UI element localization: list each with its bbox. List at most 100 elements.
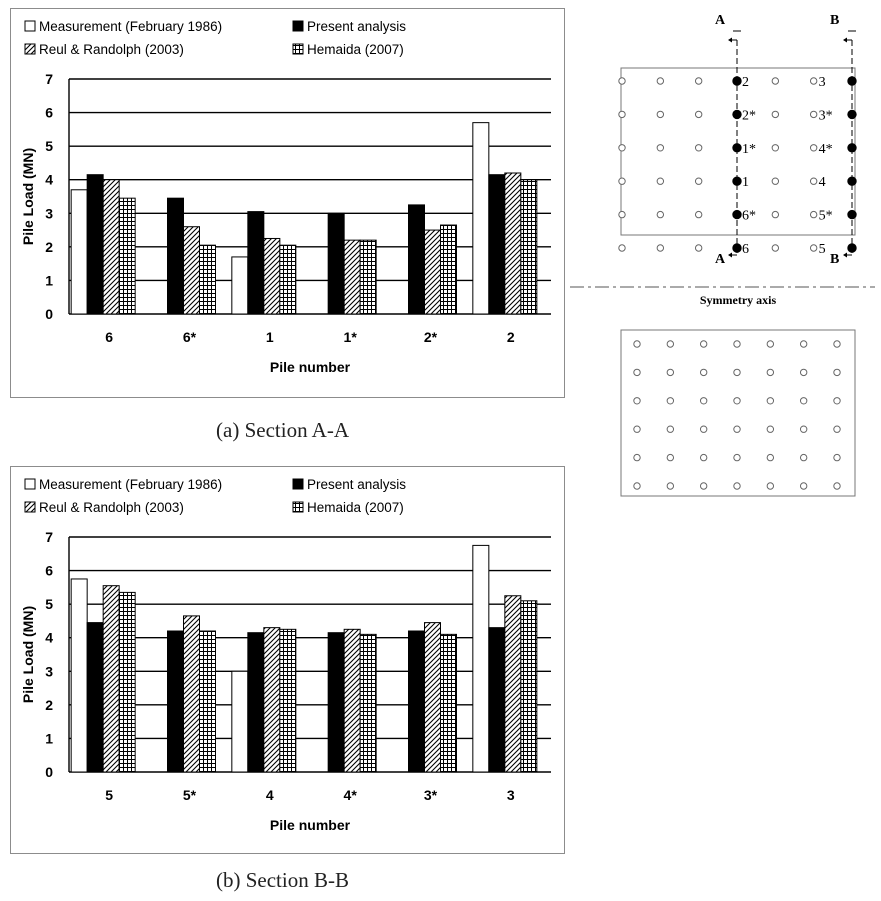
y-tick-label: 3 bbox=[45, 663, 53, 679]
pile bbox=[799, 340, 808, 348]
pile bbox=[771, 244, 780, 252]
pile bbox=[833, 368, 841, 377]
pile bbox=[699, 482, 708, 490]
y-tick-label: 4 bbox=[45, 172, 53, 188]
legend-label-solid: Present analysis bbox=[307, 19, 406, 34]
y-axis-label: Pile Load (MN) bbox=[20, 606, 36, 703]
bar-solid-4* bbox=[327, 632, 345, 773]
x-axis-label: Pile number bbox=[270, 359, 351, 375]
bar-grid-3 bbox=[520, 600, 538, 773]
bar-grid-6 bbox=[118, 197, 136, 315]
bar-solid-3 bbox=[488, 627, 506, 773]
pile bbox=[733, 340, 741, 348]
pile bbox=[699, 340, 708, 348]
legend-swatch-solid bbox=[292, 478, 304, 490]
pile bbox=[694, 244, 703, 252]
bar-grid-6* bbox=[199, 244, 216, 315]
section-arrow-head bbox=[843, 37, 847, 43]
pile bbox=[656, 77, 665, 85]
y-tick-label: 6 bbox=[45, 563, 53, 579]
section-label-B: B bbox=[830, 252, 839, 267]
bar-open-6 bbox=[70, 189, 88, 315]
pile bbox=[833, 340, 841, 348]
y-tick-label: 0 bbox=[45, 306, 53, 322]
bar-grid-4* bbox=[359, 633, 377, 773]
pile bbox=[799, 482, 808, 490]
legend-swatch-hatch bbox=[24, 501, 36, 513]
y-tick-label: 5 bbox=[45, 596, 53, 612]
pile bbox=[809, 210, 818, 219]
legend-label-open: Measurement (February 1986) bbox=[39, 19, 222, 34]
pile bbox=[694, 110, 703, 119]
pile bbox=[633, 453, 641, 462]
pile bbox=[656, 144, 665, 152]
y-tick-label: 3 bbox=[45, 205, 53, 221]
pile-label-b: 3 bbox=[819, 75, 826, 90]
bar-open-5 bbox=[70, 578, 88, 773]
pile bbox=[733, 482, 741, 490]
bar-grid-4 bbox=[279, 628, 297, 773]
bar-hatch-2* bbox=[424, 229, 441, 315]
pile bbox=[699, 368, 708, 377]
x-tick-label: 2 bbox=[507, 329, 515, 345]
y-tick-label: 5 bbox=[45, 138, 53, 154]
pile bbox=[799, 397, 808, 405]
pile bbox=[766, 340, 775, 348]
pile bbox=[633, 340, 641, 348]
pile-label-b: 5 bbox=[819, 242, 826, 257]
section-label-B: B bbox=[830, 13, 839, 28]
bar-hatch-1 bbox=[263, 237, 281, 315]
pile-label-b: 3* bbox=[819, 108, 833, 123]
legend-label-solid: Present analysis bbox=[307, 477, 406, 492]
pile-label-b: 4* bbox=[819, 142, 833, 157]
pile bbox=[766, 397, 775, 405]
pile bbox=[766, 425, 775, 433]
pile bbox=[699, 425, 708, 433]
chart-section-a: Measurement (February 1986) Present analy… bbox=[20, 19, 551, 375]
pile bbox=[618, 210, 626, 219]
pile bbox=[694, 144, 703, 152]
pile bbox=[833, 425, 841, 433]
pile-label-b: 5* bbox=[819, 209, 833, 224]
pile bbox=[694, 177, 703, 185]
pile bbox=[809, 110, 818, 119]
x-axis-label: Pile number bbox=[270, 817, 351, 833]
section-arrow-head bbox=[728, 37, 732, 43]
legend-swatch-hatch bbox=[24, 43, 36, 55]
pile bbox=[771, 210, 780, 219]
pile bbox=[771, 144, 780, 152]
pile bbox=[799, 368, 808, 377]
caption-section-b: (b) Section B-B bbox=[216, 868, 349, 892]
legend-label-grid: Hemaida (2007) bbox=[307, 500, 404, 515]
pile bbox=[833, 453, 841, 462]
pile bbox=[766, 453, 775, 462]
pile bbox=[618, 177, 626, 185]
pile bbox=[733, 397, 741, 405]
pile bbox=[799, 425, 808, 433]
bar-solid-4 bbox=[247, 632, 265, 773]
bar-grid-1 bbox=[279, 244, 297, 315]
pile bbox=[633, 482, 641, 490]
bar-solid-2* bbox=[408, 204, 425, 315]
pile bbox=[833, 397, 841, 405]
pile-label-a: 6* bbox=[742, 209, 756, 224]
symmetry-axis-label: Symmetry axis bbox=[700, 293, 777, 307]
pile-label-a: 1* bbox=[742, 142, 756, 157]
pile-group-lower bbox=[620, 329, 856, 497]
legend-swatch-solid bbox=[292, 20, 304, 32]
y-tick-label: 1 bbox=[45, 730, 53, 746]
legend-swatch-open bbox=[24, 478, 36, 490]
x-tick-label: 5* bbox=[183, 787, 197, 803]
legend-swatch-open bbox=[24, 20, 36, 32]
chart-panel-section-a: Measurement (February 1986) Present analy… bbox=[10, 8, 565, 398]
chart-panel-section-b: Measurement (February 1986) Present analy… bbox=[10, 466, 565, 854]
pile bbox=[809, 177, 818, 185]
pile-label-a: 1 bbox=[742, 175, 749, 190]
pile bbox=[633, 425, 641, 433]
bar-solid-5* bbox=[167, 630, 184, 773]
bar-hatch-3 bbox=[504, 595, 522, 773]
bar-hatch-6 bbox=[102, 179, 120, 315]
bar-hatch-6* bbox=[183, 226, 200, 315]
x-tick-label: 1* bbox=[344, 329, 358, 345]
pile bbox=[633, 397, 641, 405]
